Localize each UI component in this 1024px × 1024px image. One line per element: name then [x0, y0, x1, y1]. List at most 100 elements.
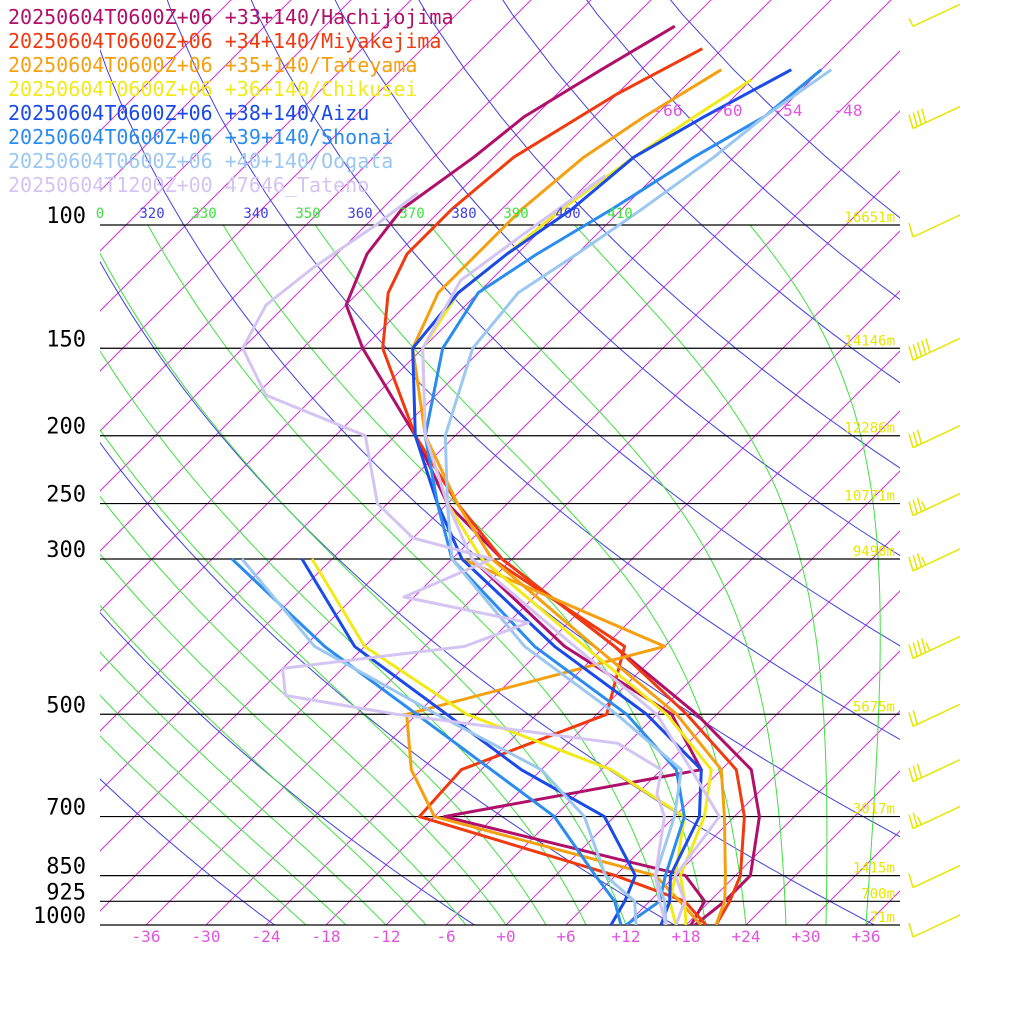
- pressure-label: 250: [46, 483, 86, 508]
- pressure-label: 300: [46, 538, 86, 563]
- wind-barb-flag: [920, 340, 927, 355]
- wind-barb-flag: [916, 552, 923, 568]
- theta-label: 370: [399, 206, 424, 222]
- wind-barb-flag: [908, 922, 914, 938]
- wind-barb-flag: [908, 346, 914, 361]
- wind-barb-flag: [925, 642, 931, 651]
- isotherm-line: [100, 0, 292, 192]
- wind-barb-flag: [908, 712, 914, 727]
- series-8: [241, 174, 721, 925]
- pressure-label: 1000: [33, 904, 86, 929]
- temperature-tick-label: +12: [612, 927, 641, 946]
- wind-barb-staff: [912, 105, 961, 130]
- temperature-tick-label: -24: [252, 927, 281, 946]
- wind-barb-staff: [912, 548, 961, 572]
- height-label: 1415m: [853, 861, 895, 877]
- dry-adiabat-line: [250, 0, 900, 647]
- theta-label: 400: [555, 206, 580, 222]
- dewpoint-profile: [442, 557, 707, 925]
- isotherm-line: [745, 770, 900, 925]
- theta-label: 330: [191, 206, 216, 222]
- isotherm-line: [865, 890, 900, 925]
- isotherm-line: [100, 0, 412, 312]
- wind-barb: [908, 635, 961, 660]
- wind-barb-staff: [912, 337, 961, 361]
- wind-barb: [908, 492, 961, 517]
- wind-barb-flag: [916, 816, 923, 825]
- wind-barb: [908, 805, 961, 830]
- dry-adiabat-line: [100, 611, 476, 925]
- temperature-tick-label: +30: [792, 927, 821, 946]
- temperature-profile: [411, 68, 793, 925]
- dry-adiabat-line: [418, 0, 900, 469]
- dewpoint-profile: [405, 557, 703, 925]
- series-3: [405, 68, 727, 925]
- height-label: 14146m: [844, 333, 895, 349]
- theta-label: 350: [295, 206, 320, 222]
- wind-barb: [908, 703, 961, 727]
- dewpoint-profile: [240, 558, 638, 925]
- wind-barb-flag: [925, 338, 931, 353]
- temperature-profile: [344, 24, 761, 925]
- temperature-profile: [411, 68, 727, 925]
- height-label: 9490m: [853, 544, 895, 560]
- temperature-tick-label: -12: [372, 927, 401, 946]
- wind-barb-flag: [921, 501, 927, 510]
- wind-barb: [908, 337, 961, 361]
- temperature-tick-label: +18: [672, 927, 701, 946]
- legend-entry: 20250604T0600Z+06 +35+140/Tateyama: [8, 53, 417, 77]
- temperature-profile: [421, 174, 721, 925]
- dry-adiabat-line: [334, 0, 900, 557]
- series-1: [344, 24, 761, 925]
- wind-barb-flag: [916, 429, 923, 444]
- isotherm-line: [986, 0, 1024, 925]
- legend-entry: 20250604T1200Z+00 47646_Tateno: [8, 173, 369, 197]
- theta-label: 0: [96, 206, 104, 222]
- wind-barb-flag: [916, 110, 923, 125]
- temperature-tick-label: -18: [312, 927, 341, 946]
- wind-barb-flag: [908, 222, 914, 238]
- moist-adiabat-line: [574, 224, 828, 925]
- temperature-tick-label: +36: [852, 927, 881, 946]
- wind-barbs: [908, 3, 961, 938]
- theta-label: 380: [451, 206, 476, 222]
- upper-temperature-label: -48: [834, 101, 863, 120]
- wind-barb-staff: [912, 864, 961, 889]
- wind-barb: [908, 214, 961, 238]
- wind-barb-staff: [912, 492, 961, 517]
- legend-entry: 20250604T0600Z+06 +36+140/Chikusei: [8, 77, 417, 101]
- wind-barb: [908, 105, 961, 130]
- wind-barb-flag: [912, 765, 918, 780]
- sounding-profiles: [230, 24, 833, 925]
- wind-barb-staff: [912, 759, 961, 783]
- temperature-profile: [423, 68, 823, 925]
- legend-entry: 20250604T0600Z+06 +34+140/Miyakejima: [8, 29, 441, 53]
- wind-barb-flag: [912, 112, 918, 127]
- isotherm-line: [685, 710, 900, 925]
- theta-label: 360: [347, 206, 372, 222]
- pressure-label: 150: [46, 327, 86, 352]
- height-label: 12286m: [844, 421, 895, 437]
- series-6: [230, 68, 823, 925]
- theta-label: 390: [503, 206, 528, 222]
- isotherm-line: [100, 0, 352, 252]
- dry-adiabat-line: [100, 48, 900, 838]
- wind-barb-flag: [916, 763, 923, 778]
- wind-barb-flag: [912, 554, 918, 570]
- upper-temperature-label: -54: [774, 101, 803, 120]
- wind-barb: [908, 759, 961, 783]
- wind-barb: [908, 425, 961, 449]
- wind-barb-flag: [908, 433, 914, 448]
- dry-adiabat-line: [669, 0, 900, 219]
- wind-barb-flag: [912, 431, 918, 446]
- wind-barb-staff: [912, 805, 961, 830]
- temperature-tick-label: +0: [496, 927, 515, 946]
- isotherm-line: [926, 0, 1024, 925]
- dewpoint-profile: [300, 558, 637, 925]
- wind-barb-staff: [912, 3, 961, 27]
- dewpoint-profile: [241, 191, 668, 925]
- pressure-label: 850: [46, 855, 86, 880]
- legend-entry: 20250604T0600Z+06 +33+140/Hachijojima: [8, 5, 454, 29]
- pressure-label: 100: [46, 204, 86, 229]
